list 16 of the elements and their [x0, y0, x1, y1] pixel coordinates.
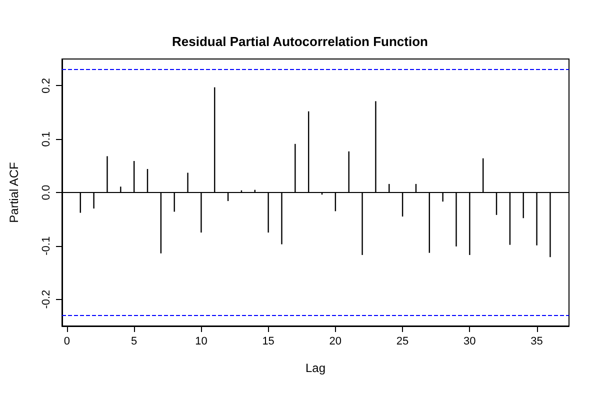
x-tick-label: 15: [262, 336, 274, 348]
x-tick-label: 35: [530, 336, 543, 348]
x-tick-label: 20: [329, 336, 342, 348]
y-tick-label: 0.0: [40, 184, 52, 200]
y-tick-label: 0.2: [40, 78, 52, 94]
y-tick-label: -0.1: [40, 236, 52, 256]
x-tick-label: 25: [396, 336, 409, 348]
x-axis-title: Lag: [305, 361, 326, 375]
y-tick-label: 0.1: [40, 131, 52, 147]
x-tick-label: 0: [64, 336, 70, 348]
x-tick-label: 10: [195, 336, 208, 348]
x-tick-label: 5: [131, 336, 138, 348]
chart-title: Residual Partial Autocorrelation Function: [172, 34, 428, 49]
x-tick-label: 30: [464, 336, 476, 348]
y-tick-label: -0.2: [40, 290, 52, 309]
y-axis-title: Partial ACF: [7, 162, 21, 223]
